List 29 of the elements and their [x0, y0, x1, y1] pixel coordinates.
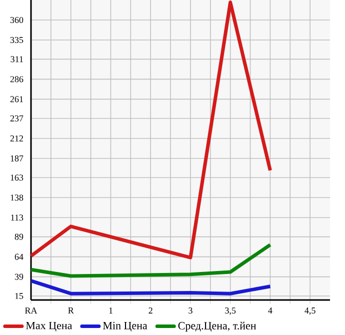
- y-tick-label: 261: [10, 96, 23, 102]
- y-tick-label: 64: [14, 254, 24, 260]
- y-tick-label: 163: [10, 174, 24, 181]
- x-tick-label: 3: [188, 308, 192, 314]
- y-tick-label: 237: [10, 115, 24, 122]
- x-tick-label: 4: [268, 308, 272, 314]
- y-tick-label: 360: [10, 16, 24, 24]
- line-series: [29, 0, 272, 260]
- legend-label: Сред.Цена, т.йен: [178, 322, 256, 332]
- y-tick-label: 311: [10, 56, 23, 62]
- y-tick-label: 113: [11, 214, 24, 221]
- line-series: [29, 243, 272, 278]
- y-tick-label: 187: [10, 155, 24, 162]
- x-tick-label: R: [68, 308, 74, 314]
- x-tick-label: 2: [148, 308, 152, 314]
- y-tick-label: 335: [10, 36, 24, 44]
- x-tick-label: 4,5: [304, 308, 316, 315]
- y-tick-label: 15: [15, 292, 24, 300]
- x-tick-label: 3,5: [225, 308, 236, 315]
- y-tick-label: 286: [10, 76, 24, 82]
- y-tick-label: 39: [14, 274, 24, 280]
- x-tick-label: 1: [109, 308, 112, 314]
- y-tick-label: 212: [10, 135, 23, 142]
- y-tick-label: 138: [10, 194, 24, 201]
- line-series: [29, 279, 272, 296]
- legend-label: Min Цена: [103, 322, 148, 332]
- x-tick-label: RA: [25, 308, 38, 314]
- legend-label: Max Цена: [26, 322, 72, 332]
- y-tick-label: 89: [14, 234, 24, 240]
